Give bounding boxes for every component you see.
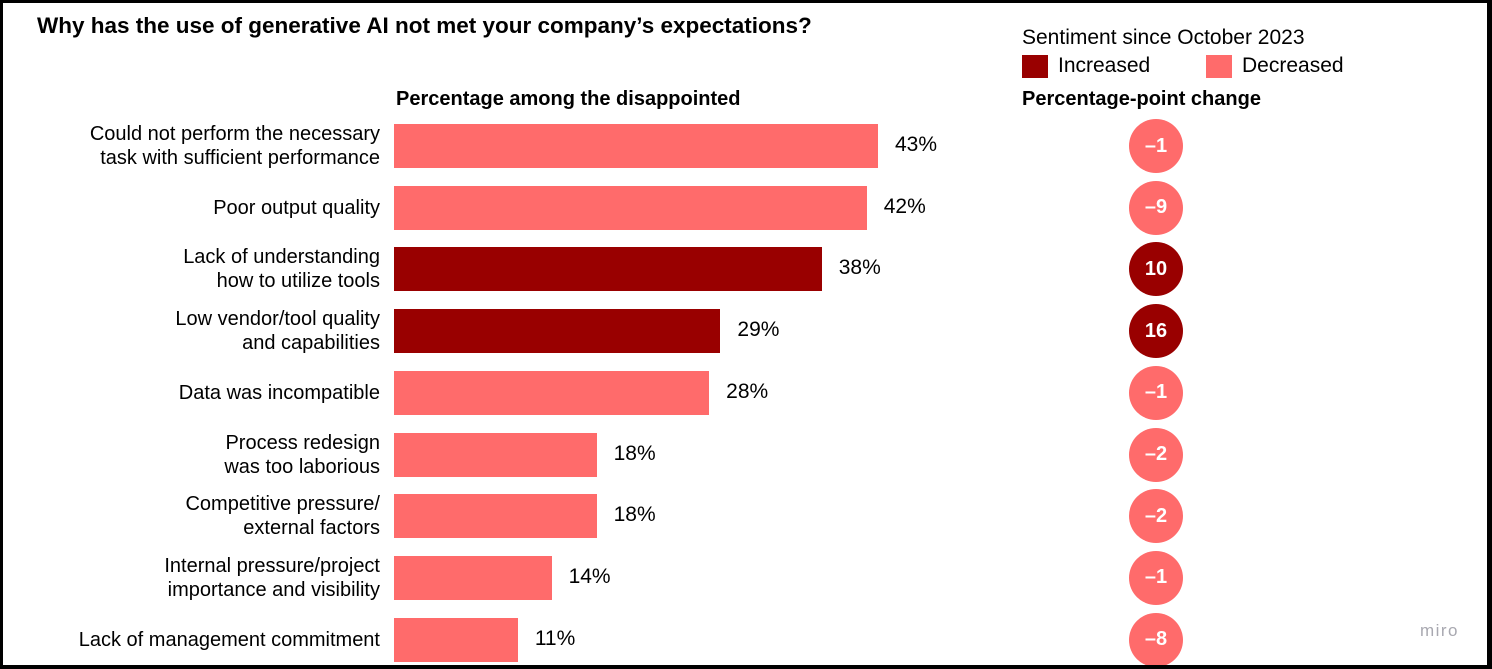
change-circle: –2 [1129, 489, 1183, 544]
category-label: Process redesign was too laborious [224, 431, 380, 478]
bar-value-label: 18% [613, 503, 656, 527]
bar-value-label: 38% [838, 256, 881, 280]
legend-title: Sentiment since October 2023 [1022, 26, 1305, 49]
category-label: Data was incompatible [178, 381, 380, 404]
legend-item-increased: Increased [1022, 53, 1150, 79]
bar-value-label: 29% [737, 318, 780, 342]
category-label: Lack of management commitment [78, 628, 380, 651]
category-label: Lack of understanding how to utilize tool… [183, 246, 380, 293]
bar [394, 124, 878, 168]
legend-swatch-decreased [1206, 54, 1232, 78]
bar [394, 309, 721, 354]
change-column-header: Percentage-point change [1022, 88, 1261, 110]
legend-label-increased: Increased [1058, 54, 1151, 77]
change-circle: –8 [1129, 612, 1183, 665]
bar [394, 617, 518, 662]
bar [394, 370, 710, 415]
legend-item-decreased: Decreased [1206, 53, 1344, 79]
change-circle: –1 [1129, 119, 1183, 173]
change-circle: –9 [1129, 180, 1183, 235]
change-circle: –2 [1129, 427, 1183, 482]
bar-value-label: 28% [726, 379, 769, 403]
bar-value-label: 42% [883, 194, 926, 218]
bar [394, 555, 552, 600]
bar [394, 432, 597, 477]
bar-value-label: 14% [568, 564, 611, 588]
bar-value-label: 11% [534, 626, 576, 650]
change-circle: 16 [1129, 304, 1183, 359]
bar [394, 494, 597, 539]
watermark: miro [1419, 621, 1459, 640]
bar-value-label: 43% [895, 133, 938, 156]
category-label: Low vendor/tool quality and capabilities [175, 308, 380, 355]
bar [394, 247, 822, 292]
change-circle: –1 [1129, 365, 1183, 420]
value-column-header: Percentage among the disappointed [396, 88, 741, 110]
category-label: Internal pressure/project importance and … [164, 554, 380, 601]
chart-title: Why has the use of generative AI not met… [37, 13, 812, 38]
category-label: Competitive pressure/external factors [185, 493, 380, 540]
category-label: Poor output quality [213, 196, 380, 219]
legend-label-decreased: Decreased [1242, 54, 1344, 77]
chart-frame: Why has the use of generative AI not met… [3, 3, 1487, 665]
legend-swatch-increased [1022, 54, 1048, 78]
change-circle: 10 [1129, 242, 1183, 297]
bar [394, 185, 867, 230]
category-label: Could not perform the necessary task with… [89, 123, 380, 169]
change-circle: –1 [1129, 550, 1183, 605]
bar-value-label: 18% [613, 441, 656, 465]
